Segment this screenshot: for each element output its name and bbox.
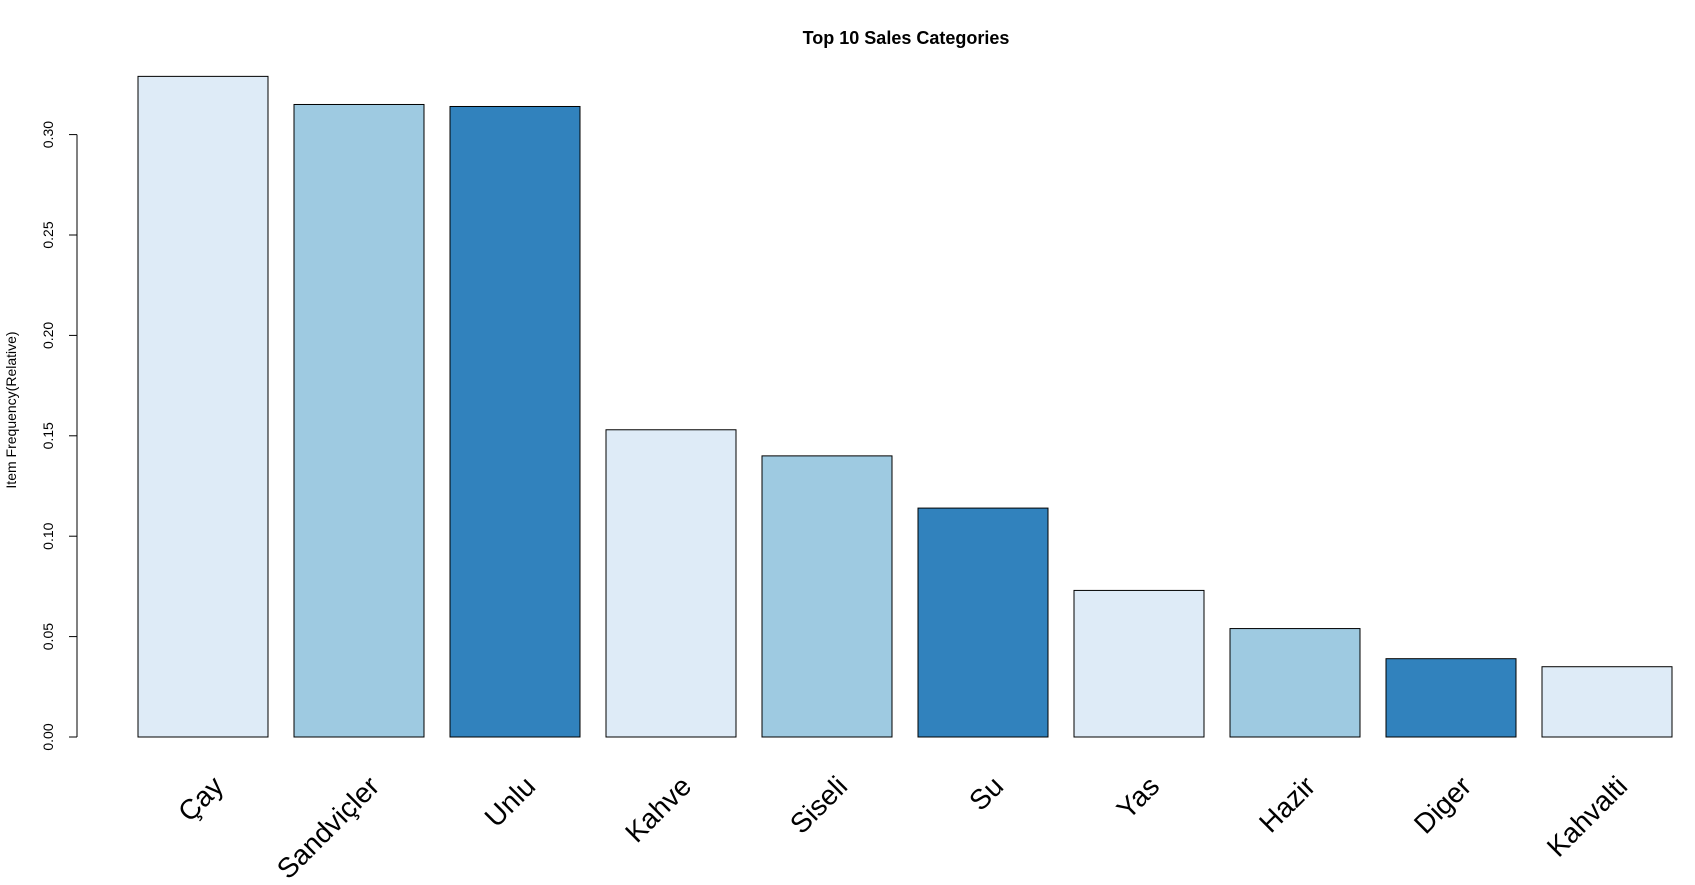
category-label: Çay [172, 770, 229, 827]
y-tick-label: 0.10 [40, 522, 56, 549]
y-axis: 0.00 0.05 0.10 0.15 0.20 0.25 0.30 [40, 121, 78, 751]
y-tick-label: 0.30 [40, 121, 56, 148]
bar-su [917, 507, 1049, 738]
bar--ay [137, 75, 269, 738]
bar-unlu [449, 105, 581, 738]
bar-diger [1385, 658, 1517, 738]
bars-group [137, 75, 1673, 738]
y-tick-label: 0.20 [40, 322, 56, 349]
category-label: Diger [1408, 770, 1477, 839]
category-labels-group: Çay Sandviçler Unlu Kahve Siseli Su Yas Hazir Di… [172, 770, 1633, 884]
bar-kahve [605, 429, 737, 738]
category-label: Yas [1111, 770, 1166, 825]
bar-kahvalti [1541, 666, 1673, 738]
category-label: Kahvalti [1541, 770, 1633, 862]
y-axis-label: Item Frequency(Relative) [3, 331, 19, 488]
y-tick-label: 0.00 [40, 723, 56, 750]
y-tick-label: 0.05 [40, 623, 56, 650]
category-label: Su [963, 770, 1009, 816]
y-tick-label: 0.15 [40, 422, 56, 449]
category-label: Kahve [619, 770, 697, 848]
bar-yas [1073, 589, 1205, 738]
bar-siseli [761, 455, 893, 738]
category-label: Sandviçler [271, 770, 385, 884]
category-label: Unlu [479, 770, 542, 833]
category-label: Hazir [1253, 770, 1321, 838]
category-label: Siseli [784, 770, 853, 839]
bar-sandvi-ler [293, 103, 425, 738]
y-tick-label: 0.25 [40, 221, 56, 248]
bar-hazir [1229, 628, 1361, 738]
chart-title: Top 10 Sales Categories [803, 28, 1010, 48]
